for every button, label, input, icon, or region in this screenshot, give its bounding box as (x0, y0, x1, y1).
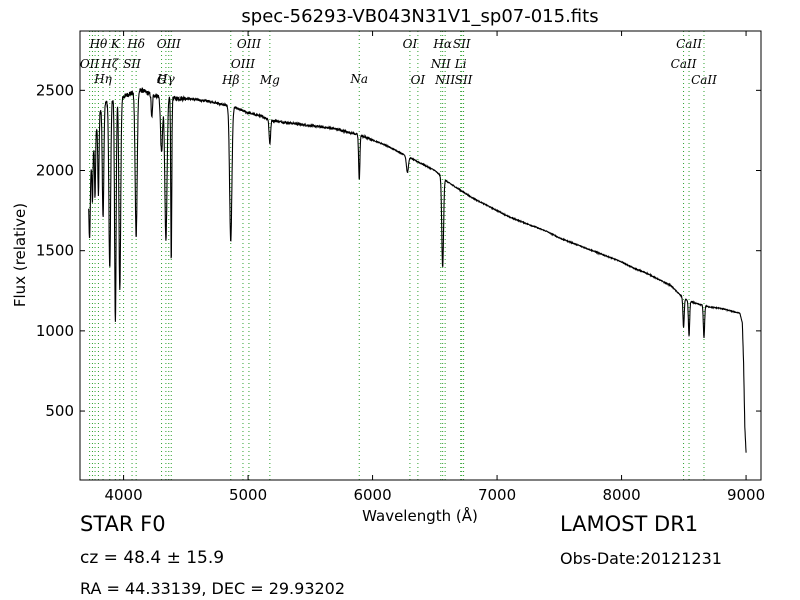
line-marker-label: K (110, 37, 121, 51)
line-marker-label: Hδ (126, 37, 145, 51)
y-tick-label: 500 (45, 402, 74, 420)
line-marker-label: Na (349, 72, 368, 86)
line-marker-label: G (157, 73, 167, 87)
line-marker-label: NII (430, 57, 451, 71)
line-marker-label: Hθ (89, 37, 108, 51)
spectrum-series (88, 87, 747, 453)
line-marker-label: OIII (157, 37, 181, 51)
y-tick-label: 2000 (36, 162, 74, 180)
x-axis-label: Wavelength (Å) (362, 506, 478, 525)
y-tick-label: 1500 (36, 242, 74, 260)
line-marker-label: Hζ (100, 57, 119, 71)
chart-title: spec-56293-VB043N31V1_sp07-015.fits (241, 6, 598, 27)
spectral-class-label: STAR F0 (80, 512, 166, 536)
line-marker-label: Hη (93, 72, 112, 86)
coordinates-label: RA = 44.33139, DEC = 29.93202 (80, 579, 346, 598)
y-tick-label: 2500 (36, 81, 74, 99)
redshift-label: cz = 48.4 ± 15.9 (80, 548, 225, 568)
plot-frame (79, 30, 762, 481)
x-tick-label: 5000 (229, 486, 267, 504)
line-marker-label: OI (403, 37, 418, 51)
line-marker-label: Hβ (221, 73, 239, 87)
y-tick-label: 1000 (36, 322, 74, 340)
line-marker-label: Hγ (156, 72, 175, 86)
x-tick-label: 9000 (727, 486, 765, 504)
spectrum-line (88, 87, 747, 453)
line-marker-label: CaII (671, 57, 697, 71)
line-marker-label: OIII (231, 57, 255, 71)
x-tick-label: 7000 (478, 486, 516, 504)
line-marker-label: NII (434, 73, 455, 87)
line-marker-label: CaII (691, 73, 717, 87)
line-marker-label: CaII (676, 37, 702, 51)
line-marker-label: SII (123, 57, 141, 71)
line-marker-label: OIII (237, 37, 261, 51)
line-marker-label: OI (411, 73, 426, 87)
axis-ticks: 4000 5000 6000 7000 8000 9000 500 1000 1500 2000 2… (36, 31, 765, 504)
line-marker-label: Mg (259, 73, 280, 87)
line-marker-label: Hα (432, 37, 452, 51)
line-marker-label: Li (454, 57, 467, 71)
y-axis-label: Flux (relative) (11, 203, 29, 307)
x-tick-label: 8000 (602, 486, 640, 504)
x-tick-label: 6000 (353, 486, 391, 504)
obs-date-label: Obs-Date:20121231 (560, 549, 722, 568)
line-marker-label: SII (455, 73, 473, 87)
x-tick-label: 4000 (104, 486, 142, 504)
survey-label: LAMOST DR1 (560, 512, 699, 536)
line-marker-label: SII (453, 37, 471, 51)
line-marker-label: OII (80, 57, 100, 71)
